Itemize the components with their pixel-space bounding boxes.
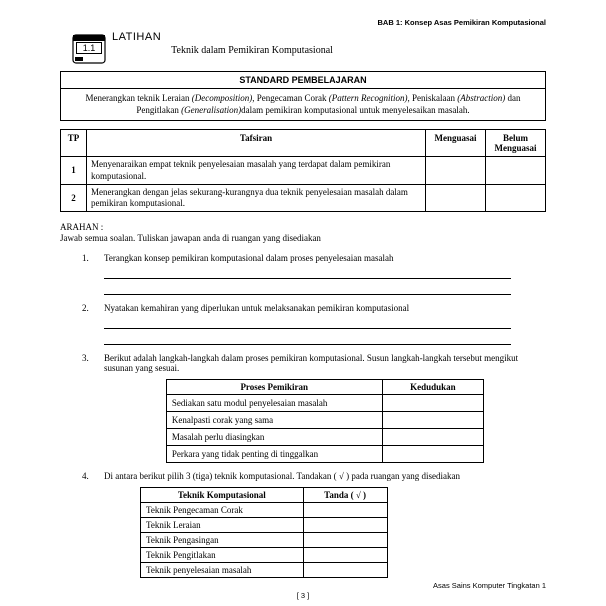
table-row: Teknik Leraian bbox=[141, 518, 388, 533]
q-text: Berikut adalah langkah-langkah dalam pro… bbox=[104, 353, 546, 373]
table-row: Kenalpasti corak yang sama bbox=[166, 412, 483, 429]
standard-header: STANDARD PEMBELAJARAN bbox=[61, 72, 546, 89]
kedudukan-header: Kedudukan bbox=[382, 380, 484, 395]
question-3: 3. Berikut adalah langkah-langkah dalam … bbox=[82, 353, 546, 463]
teknik-cell: Teknik Pengecaman Corak bbox=[141, 503, 304, 518]
latihan-label: LATIHAN bbox=[112, 31, 161, 43]
teknik-table: Teknik Komputasional Tanda ( √ ) Teknik … bbox=[140, 487, 388, 578]
kedudukan-cell[interactable] bbox=[382, 395, 484, 412]
proses-cell: Sediakan satu modul penyelesaian masalah bbox=[166, 395, 382, 412]
table-row: Teknik Pengecaman Corak bbox=[141, 503, 388, 518]
table-row: Sediakan satu modul penyelesaian masalah bbox=[166, 395, 483, 412]
table-row: Teknik penyelesaian masalah bbox=[141, 563, 388, 578]
chapter-header: BAB 1: Konsep Asas Pemikiran Komputasion… bbox=[60, 18, 546, 27]
latihan-block: 1.1 LATIHAN Teknik dalam Pemikiran Kompu… bbox=[72, 31, 546, 65]
tp-num: 2 bbox=[61, 184, 87, 212]
tanda-cell[interactable] bbox=[303, 563, 387, 578]
tp-col-belum: Belum Menguasai bbox=[486, 130, 546, 157]
arahan-title: ARAHAN : bbox=[60, 222, 546, 232]
q-text: Nyatakan kemahiran yang diperlukan untuk… bbox=[104, 303, 546, 313]
teknik-header: Teknik Komputasional bbox=[141, 488, 304, 503]
q-num: 1. bbox=[82, 253, 94, 295]
table-row: 1 Menyenaraikan empat teknik penyelesaia… bbox=[61, 157, 546, 185]
answer-line[interactable] bbox=[104, 267, 511, 279]
tp-belum-cell[interactable] bbox=[486, 157, 546, 185]
latihan-title: Teknik dalam Pemikiran Komputasional bbox=[171, 45, 333, 56]
tanda-cell[interactable] bbox=[303, 533, 387, 548]
answer-line[interactable] bbox=[104, 317, 511, 329]
proses-cell: Masalah perlu diasingkan bbox=[166, 429, 382, 446]
teknik-cell: Teknik penyelesaian masalah bbox=[141, 563, 304, 578]
tp-num: 1 bbox=[61, 157, 87, 185]
tp-menguasai-cell[interactable] bbox=[426, 184, 486, 212]
proses-table: Proses Pemikiran Kedudukan Sediakan satu… bbox=[166, 379, 484, 463]
proses-header: Proses Pemikiran bbox=[166, 380, 382, 395]
footer-subject: Asas Sains Komputer Tingkatan 1 bbox=[60, 581, 546, 590]
answer-line[interactable] bbox=[104, 333, 511, 345]
question-4: 4. Di antara berikut pilih 3 (tiga) tekn… bbox=[82, 471, 546, 578]
question-1: 1. Terangkan konsep pemikiran komputasio… bbox=[82, 253, 546, 295]
tp-col-tp: TP bbox=[61, 130, 87, 157]
proses-cell: Perkara yang tidak penting di tinggalkan bbox=[166, 446, 382, 463]
page-footer: Asas Sains Komputer Tingkatan 1 [ 3 ] bbox=[60, 581, 546, 600]
table-row: Teknik Pengasingan bbox=[141, 533, 388, 548]
tanda-cell[interactable] bbox=[303, 518, 387, 533]
tp-col-menguasai: Menguasai bbox=[426, 130, 486, 157]
tp-text: Menyenaraikan empat teknik penyelesaian … bbox=[87, 157, 426, 185]
kedudukan-cell[interactable] bbox=[382, 412, 484, 429]
q-num: 4. bbox=[82, 471, 94, 578]
arahan-body: Jawab semua soalan. Tuliskan jawapan and… bbox=[60, 233, 546, 243]
table-row: Perkara yang tidak penting di tinggalkan bbox=[166, 446, 483, 463]
teknik-cell: Teknik Pengitlakan bbox=[141, 548, 304, 563]
tp-col-tafsiran: Tafsiran bbox=[87, 130, 426, 157]
book-icon: 1.1 bbox=[72, 31, 106, 65]
proses-cell: Kenalpasti corak yang sama bbox=[166, 412, 382, 429]
tp-table: TP Tafsiran Menguasai Belum Menguasai 1 … bbox=[60, 129, 546, 212]
q-text: Di antara berikut pilih 3 (tiga) teknik … bbox=[104, 471, 546, 481]
tanda-cell[interactable] bbox=[303, 548, 387, 563]
q-num: 3. bbox=[82, 353, 94, 463]
tanda-header: Tanda ( √ ) bbox=[303, 488, 387, 503]
table-row: Masalah perlu diasingkan bbox=[166, 429, 483, 446]
table-row: 2 Menerangkan dengan jelas sekurang-kura… bbox=[61, 184, 546, 212]
tp-menguasai-cell[interactable] bbox=[426, 157, 486, 185]
footer-page: [ 3 ] bbox=[60, 591, 546, 600]
teknik-cell: Teknik Pengasingan bbox=[141, 533, 304, 548]
q-text: Terangkan konsep pemikiran komputasional… bbox=[104, 253, 546, 263]
question-2: 2. Nyatakan kemahiran yang diperlukan un… bbox=[82, 303, 546, 345]
q-num: 2. bbox=[82, 303, 94, 345]
question-list: 1. Terangkan konsep pemikiran komputasio… bbox=[60, 253, 546, 578]
kedudukan-cell[interactable] bbox=[382, 429, 484, 446]
arahan-block: ARAHAN : Jawab semua soalan. Tuliskan ja… bbox=[60, 222, 546, 243]
tp-belum-cell[interactable] bbox=[486, 184, 546, 212]
standard-body: Menerangkan teknik Leraian (Decompositio… bbox=[61, 89, 546, 121]
kedudukan-cell[interactable] bbox=[382, 446, 484, 463]
tp-text: Menerangkan dengan jelas sekurang-kurang… bbox=[87, 184, 426, 212]
standard-table: STANDARD PEMBELAJARAN Menerangkan teknik… bbox=[60, 71, 546, 121]
table-row: Teknik Pengitlakan bbox=[141, 548, 388, 563]
latihan-number: 1.1 bbox=[76, 42, 102, 54]
teknik-cell: Teknik Leraian bbox=[141, 518, 304, 533]
tanda-cell[interactable] bbox=[303, 503, 387, 518]
answer-line[interactable] bbox=[104, 283, 511, 295]
